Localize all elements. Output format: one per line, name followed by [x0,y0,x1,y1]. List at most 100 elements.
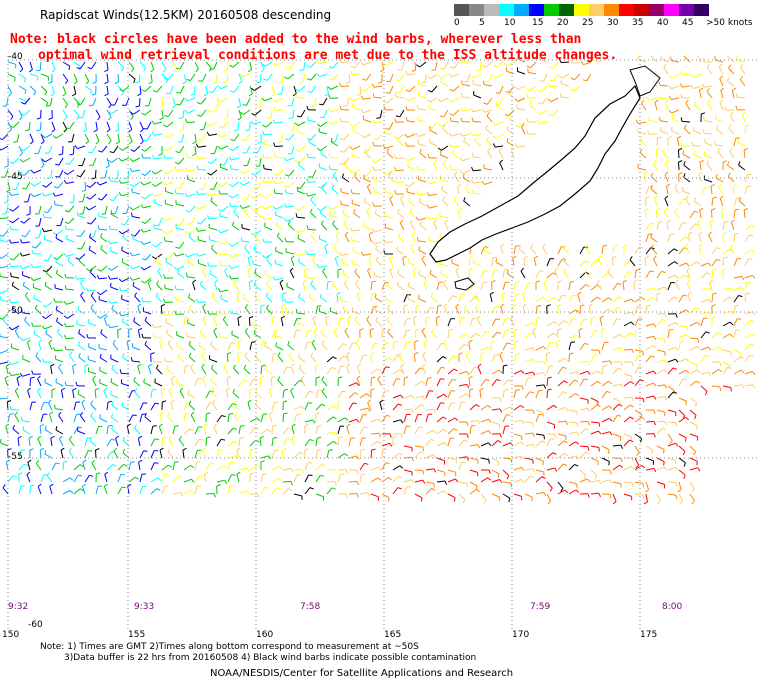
wind-barb [233,283,240,291]
wind-barb-flag [197,114,202,117]
wind-barb [568,464,576,471]
wind-barb [189,205,196,213]
wind-barb [121,382,130,387]
footer-note-line-2: 3)Data buffer is 22 hrs from 20160508 4)… [64,653,477,663]
wind-barb-flag [316,73,320,78]
wind-barb [667,358,676,363]
wind-barb [441,188,449,195]
wind-barb [268,390,273,399]
wind-barb [12,428,20,435]
wind-barb-flag [696,346,701,350]
wind-barb [227,486,231,495]
wind-barb [11,193,20,196]
wind-barb [486,97,493,105]
wind-barb-flag [227,351,232,355]
wind-barb-flag [697,338,700,343]
wind-barb-flag [729,333,734,338]
wind-barb-flag [420,403,425,407]
wind-barb-flag [272,205,277,210]
wind-barb [0,239,9,243]
wind-barb [167,415,174,423]
wind-barb [739,67,746,75]
wind-barb [462,96,471,99]
wind-barb [699,90,702,99]
wind-barb [73,488,81,495]
wind-barb-flag [601,328,606,331]
wind-barb-flag [163,357,166,362]
wind-barb-flag [591,316,596,319]
wind-barb [645,247,652,255]
wind-barb-flag [265,292,269,297]
wind-barb [179,85,185,94]
wind-barb [392,465,401,471]
wind-barb [304,342,308,351]
wind-barb [429,239,438,243]
wind-barb [254,109,262,116]
wind-barb-flag [244,328,249,332]
wind-barb-flag [653,255,657,260]
wind-barb-flag [418,197,421,202]
wind-barb [407,165,416,171]
wind-barb [700,187,706,195]
wind-barb-flag [50,363,55,367]
wind-barb [244,211,251,219]
wind-barb [39,449,42,459]
wind-barb-flag [395,91,400,94]
wind-barb-flag [330,137,333,142]
wind-barb [623,439,630,447]
wind-barb-flag [69,435,73,440]
wind-barb-flag [367,492,371,497]
wind-barb-flag [281,315,285,319]
wind-barb-flag [735,105,738,110]
wind-barb-flag [631,361,634,367]
wind-barb [287,344,295,351]
wind-barb-flag [530,475,535,478]
wind-barb [187,109,196,114]
wind-barb [287,181,295,188]
wind-barb-flag [129,111,134,115]
wind-barb-flag [286,282,288,287]
wind-barb-flag [163,298,166,303]
wind-barb-flag [154,402,160,405]
wind-barb [480,346,489,351]
wind-barb-flag [748,258,753,260]
wind-barb [517,85,526,90]
wind-barb-flag [411,408,415,413]
wind-barb [499,162,504,171]
wind-barb [18,463,25,471]
wind-barb [47,205,53,213]
wind-barb-flag [430,292,434,297]
wind-barb [697,56,702,63]
wind-barb [62,461,65,471]
wind-barb-flag [699,207,704,211]
wind-barb-flag [443,490,448,495]
wind-barb [688,234,691,243]
wind-barb [29,485,31,495]
wind-barb-flag [64,345,67,350]
wind-barb [45,272,53,279]
wind-barb [447,379,453,387]
wind-barb [568,282,571,291]
wind-barb-flag [33,294,35,299]
wind-barb-flag [134,292,138,297]
wind-barb [590,259,597,267]
wind-barb [557,380,565,387]
note-line-1: Note: black circles have been added to t… [10,32,582,47]
wind-barb [557,433,566,437]
wind-barb [320,212,328,219]
wind-barb-flag [85,287,89,292]
wind-barb-flag [228,243,233,247]
wind-barb [727,164,735,171]
wind-barb [205,437,207,447]
wind-barb-flag [94,387,99,391]
wind-barb [44,157,53,163]
wind-barb-flag [499,397,502,402]
wind-barb [110,241,119,245]
wind-barb [6,97,9,106]
wind-barb [134,427,141,435]
wind-barb [401,61,405,70]
wind-barb [518,121,526,128]
wind-barb [62,477,71,483]
wind-barb-flag [122,436,126,441]
wind-barb-flag [674,207,678,212]
